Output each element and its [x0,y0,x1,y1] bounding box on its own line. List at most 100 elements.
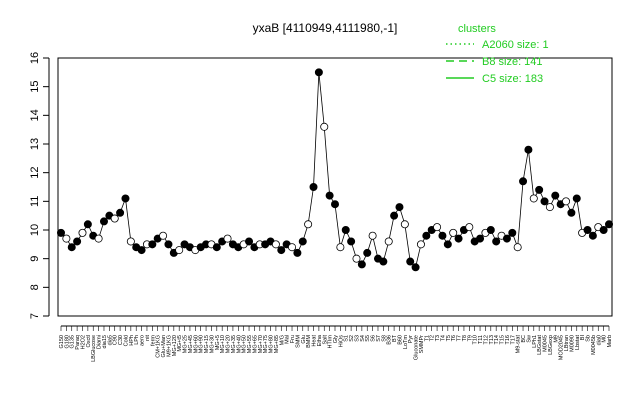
data-point [288,243,297,252]
x-tick-label: T4 [440,335,446,341]
x-tick-label: nit [145,335,151,341]
data-point [454,234,463,243]
x-tick-label: MG+45 [188,335,194,353]
legend-label: B8 size: 141 [482,56,543,68]
x-tick-label: MG+80 [269,335,275,353]
x-tick-label: MG+50 [242,335,248,353]
legend-label: C5 size: 183 [482,73,543,85]
x-tick-label: LBGlucose [91,335,97,362]
data-point [78,228,87,237]
x-tick-label: M0090 [569,335,575,352]
x-tick-label: Diami [97,335,103,349]
y-tick-label: 10 [29,224,41,236]
data-point [159,231,168,240]
x-tick-label: dia5 [107,335,113,345]
data-point [535,185,544,194]
x-tick-label: M0045b [591,335,597,355]
data-point [379,257,388,266]
data-point [341,225,350,234]
x-tick-label: T17 [510,335,516,344]
data-point [277,246,286,255]
x-tick-label: Oxctl [86,335,92,348]
x-tick-label: MG+20 [226,335,232,353]
data-point [551,191,560,200]
x-tick-label: G150 [59,335,65,348]
x-tick-label: H2O2 [80,335,86,349]
x-tick-label: B36 [387,335,393,345]
x-tick-label: T10 [473,335,479,344]
x-tick-label: Sb [586,335,592,342]
data-point [524,145,533,154]
data-point [175,246,184,255]
x-tick-label: T14 [494,335,500,344]
data-point [110,214,119,223]
data-point [562,197,571,206]
x-tick-label: CM+1KG [156,335,162,358]
data-point [508,228,517,237]
x-tick-label: M9+1KG [166,335,172,357]
x-tick-label: dia0 [596,335,602,345]
data-point [347,237,356,246]
x-tick-label: MG+60 [193,335,199,353]
data-point [519,177,528,186]
x-tick-label: BI [580,335,586,341]
data-point [502,234,511,243]
x-tick-label: MOD2045 [559,335,565,360]
x-tick-label: BT [392,334,398,342]
x-tick-label: MG+55 [247,335,253,353]
x-tick-label: Lbstat [575,335,581,350]
data-point [572,194,581,203]
data-point [212,243,221,252]
data-point [599,225,608,234]
series-0 [57,68,614,272]
data-point [486,225,495,234]
x-tick-label: Fru [290,335,296,343]
x-tick-label: S5 [365,335,371,342]
x-tick-label: T9 [467,335,473,341]
series-layer [57,68,614,272]
x-axis: G150 G180 G135 Paraq H2O2 Oxctl LBGlucose Diami… [59,325,613,362]
x-tick-label: SMM [295,335,301,348]
data-point [390,211,399,220]
x-tick-label: S3 [354,335,360,342]
x-tick-label: MG+30 [209,335,215,353]
plot-border [57,57,613,317]
x-tick-label: M9 [553,335,559,343]
data-point [314,68,323,77]
data-point [325,191,334,200]
data-point [363,248,372,257]
x-tick-label: LBGstat [537,335,543,355]
x-tick-label: M9-stat [516,335,522,354]
x-tick-label: LBtran [564,335,570,351]
x-tick-label: G135 [70,335,76,348]
x-tick-label: MG+70 [258,335,264,353]
x-tick-label: Salt [322,335,328,345]
x-tick-label: MG+15 [204,335,210,353]
x-tick-label: MG+t5 [177,335,183,352]
x-tick-label: LBGexp [548,335,554,355]
data-point [73,237,82,246]
data-point [540,197,549,206]
x-tick-label: Glu [301,335,307,344]
x-tick-label: MG+65 [252,335,258,353]
data-point [400,220,409,229]
x-tick-label: MG+40 [236,335,242,353]
x-tick-label: MG+120 [172,335,178,356]
x-tick-label: Mal [285,335,291,344]
x-tick-label: T11 [478,335,484,344]
data-point [271,240,280,249]
x-tick-label: S6 [371,335,377,342]
legend-label: A2060 size: 1 [482,39,549,51]
data-point [67,243,76,252]
data-point [513,243,522,252]
x-tick-label: T16 [505,335,511,344]
y-axis: 7 8 9 10 11 12 13 14 15 16 [29,52,50,319]
data-point [588,231,597,240]
x-tick-label: LoTm [403,335,409,349]
data-point [298,237,307,246]
x-tick-label: MG+25 [183,335,189,353]
x-tick-label: S1 [344,335,350,342]
x-tick-label: MG+35 [231,335,237,353]
y-tick-label: 16 [29,52,41,64]
legend: clusters A2060 size: 1 B8 size: 141 C5 siz… [446,23,549,85]
